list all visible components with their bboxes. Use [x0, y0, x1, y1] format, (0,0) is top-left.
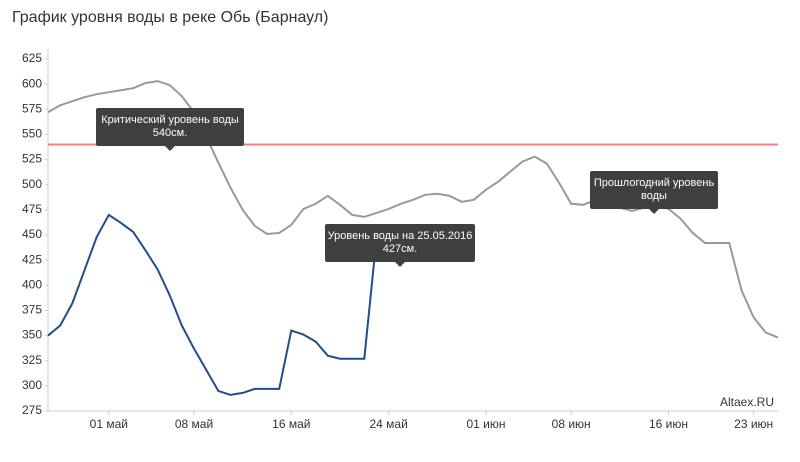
y-tick-label: 525: [22, 152, 42, 166]
watermark: Altaex.RU: [720, 395, 774, 409]
x-tick-label: 23 июн: [734, 417, 773, 431]
annotation-text: 427см.: [383, 243, 417, 255]
annotation-box: [96, 108, 244, 146]
y-tick-label: 350: [22, 328, 42, 342]
x-tick-label: 08 июн: [552, 417, 591, 431]
y-tick-label: 425: [22, 252, 42, 266]
annotation-box: [590, 171, 718, 209]
annotation-text: 540см.: [153, 127, 187, 139]
y-tick-label: 275: [22, 403, 42, 417]
x-tick-label: 01 июн: [466, 417, 505, 431]
annotation-text: Уровень воды на 25.05.2016: [328, 230, 473, 242]
x-tick-label: 24 май: [370, 417, 408, 431]
y-tick-label: 325: [22, 353, 42, 367]
y-tick-label: 375: [22, 303, 42, 317]
y-tick-label: 600: [22, 76, 42, 90]
x-tick-label: 01 май: [90, 417, 128, 431]
y-tick-label: 300: [22, 378, 42, 392]
y-tick-label: 550: [22, 127, 42, 141]
x-tick-label: 16 май: [272, 417, 310, 431]
series-line: [47, 213, 378, 396]
y-tick-label: 575: [22, 101, 42, 115]
y-tick-label: 400: [22, 277, 42, 291]
chart-title: График уровня воды в реке Обь (Барнаул): [12, 9, 328, 26]
x-tick-label: 08 май: [175, 417, 213, 431]
annotation-text: Прошлогодний уровень: [594, 177, 715, 189]
annotation-box: [325, 224, 475, 262]
y-tick-label: 500: [22, 177, 42, 191]
y-tick-label: 475: [22, 202, 42, 216]
annotation-text: Критический уровень воды: [101, 114, 239, 126]
annotation-pointer: [165, 146, 175, 151]
annotation-text: воды: [641, 190, 667, 202]
annotation-pointer: [649, 209, 659, 214]
y-tick-label: 450: [22, 227, 42, 241]
x-tick-label: 16 июн: [649, 417, 688, 431]
annotation-pointer: [395, 262, 405, 267]
y-tick-label: 625: [22, 51, 42, 65]
